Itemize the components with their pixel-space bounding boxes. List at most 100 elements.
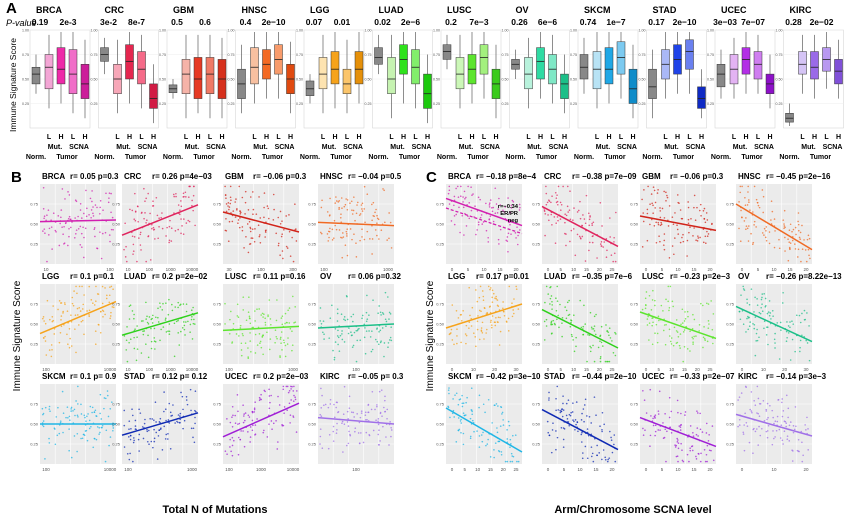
data-point — [668, 416, 671, 419]
data-point — [789, 242, 792, 244]
data-point — [648, 339, 650, 341]
data-point — [686, 453, 689, 456]
data-point — [57, 215, 60, 217]
data-point — [697, 435, 699, 437]
data-point — [688, 460, 690, 463]
data-point — [477, 315, 479, 317]
data-point — [462, 432, 465, 435]
data-point — [319, 435, 322, 438]
data-point — [676, 399, 679, 402]
panel-stat: r= −0.33 p=2e−07 — [670, 372, 735, 381]
data-point — [98, 433, 100, 435]
data-point — [459, 420, 462, 422]
data-point — [689, 425, 692, 427]
data-point — [159, 302, 161, 304]
data-point — [487, 285, 490, 288]
data-point — [707, 233, 710, 235]
data-point — [268, 388, 270, 391]
data-point — [151, 322, 154, 324]
data-point — [284, 322, 286, 325]
data-point — [44, 232, 46, 234]
data-point — [544, 301, 546, 304]
data-point — [76, 314, 79, 316]
data-point — [278, 404, 281, 406]
x-tick-label: 100 — [146, 267, 154, 272]
data-point — [560, 410, 563, 413]
data-point — [551, 323, 554, 326]
data-point — [96, 426, 99, 428]
data-point — [687, 315, 689, 318]
data-point — [750, 232, 752, 235]
low-label: L — [458, 134, 463, 141]
data-point — [180, 218, 182, 220]
data-point — [705, 432, 708, 434]
data-point — [502, 310, 505, 313]
data-point — [154, 238, 156, 240]
data-point — [487, 438, 489, 441]
data-point — [470, 325, 473, 327]
data-point — [376, 234, 378, 237]
data-point — [243, 445, 246, 448]
data-point — [88, 315, 91, 318]
box — [834, 59, 843, 85]
data-point — [340, 236, 342, 239]
data-point — [58, 341, 61, 344]
data-point — [464, 333, 467, 335]
data-point — [688, 231, 690, 234]
data-point — [186, 403, 189, 406]
data-point — [507, 330, 510, 332]
panel-stat: r= 0.11 p=0.16 — [253, 272, 306, 281]
data-point — [168, 402, 171, 405]
data-point — [165, 433, 168, 436]
data-point — [95, 300, 97, 302]
data-point — [584, 260, 587, 262]
data-point — [513, 312, 515, 315]
fit-line — [121, 412, 199, 436]
data-point — [769, 404, 771, 407]
data-point — [785, 425, 787, 428]
data-point — [504, 460, 507, 463]
scna-label: SCNA — [549, 144, 569, 151]
data-point — [663, 324, 666, 326]
data-point — [240, 349, 243, 351]
data-point — [353, 416, 355, 418]
data-point — [754, 354, 757, 357]
data-point — [237, 410, 239, 413]
x-tick-label: 10000 — [287, 467, 300, 472]
data-point — [176, 420, 178, 423]
data-point — [292, 390, 295, 392]
data-point — [768, 300, 771, 302]
y-tick-label: 0.50 — [213, 322, 222, 327]
data-point — [545, 203, 548, 206]
data-point — [351, 213, 354, 215]
data-point — [786, 336, 788, 339]
data-point — [386, 408, 389, 411]
data-point — [85, 189, 87, 192]
data-point — [576, 211, 579, 213]
data-point — [42, 316, 45, 318]
data-point — [706, 460, 708, 463]
data-point — [270, 420, 273, 422]
data-point — [73, 236, 76, 239]
data-point — [348, 327, 350, 329]
data-point — [108, 294, 111, 297]
data-point — [572, 419, 574, 421]
data-point — [76, 432, 79, 435]
data-point — [480, 310, 482, 313]
data-point — [588, 218, 591, 221]
data-point — [86, 439, 89, 442]
data-point — [261, 312, 264, 315]
data-point — [126, 326, 128, 328]
data-point — [787, 325, 790, 327]
data-point — [681, 459, 684, 462]
data-point — [355, 212, 358, 215]
data-point — [771, 309, 774, 312]
data-point — [651, 299, 654, 301]
data-point — [492, 206, 495, 209]
y-tick-label: 0.25 — [726, 442, 735, 447]
data-point — [389, 336, 392, 339]
data-point — [80, 217, 83, 219]
data-point — [76, 414, 79, 417]
data-point — [185, 196, 187, 198]
